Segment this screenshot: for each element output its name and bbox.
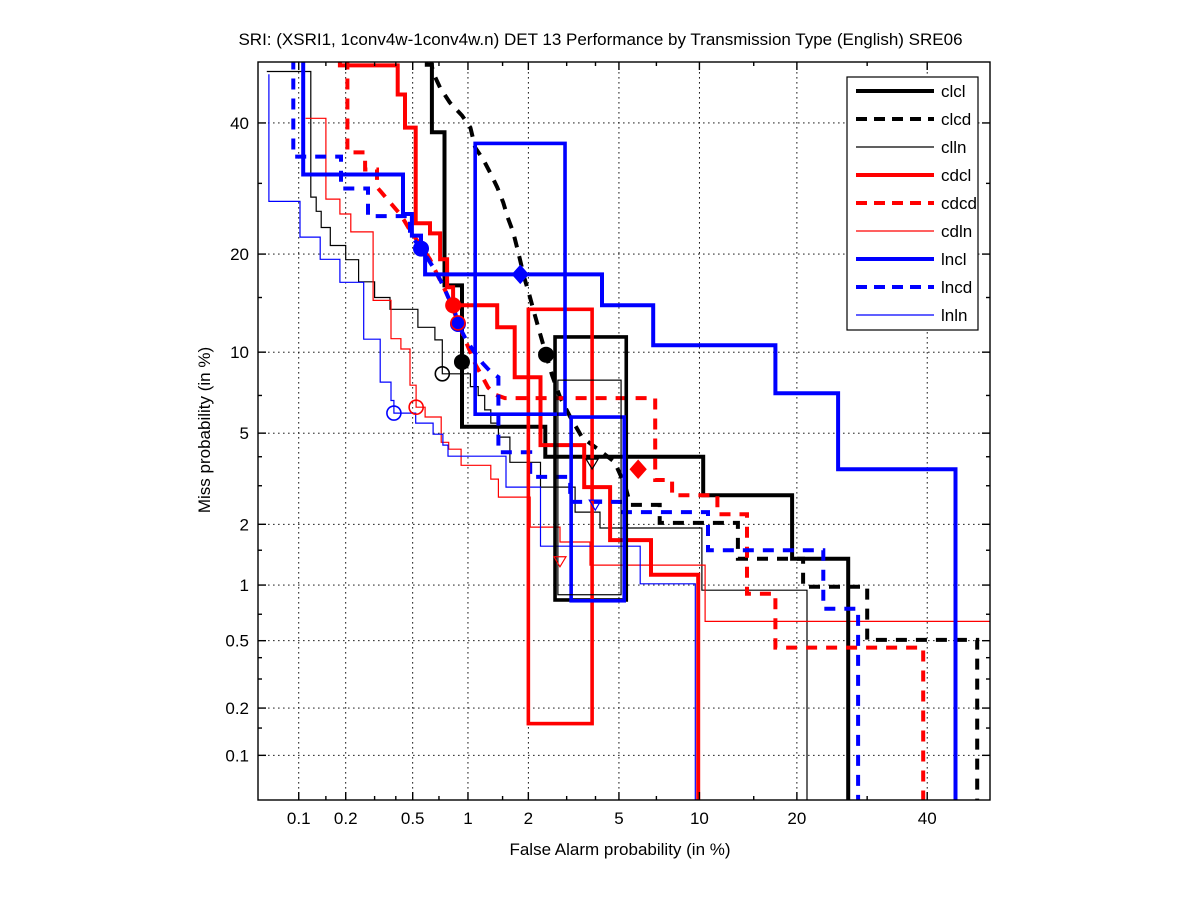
x-tick-label: 0.2 <box>334 809 358 828</box>
marker-circle-cdln <box>408 399 424 415</box>
x-tick-label: 40 <box>918 809 937 828</box>
y-tick-label: 0.5 <box>225 632 249 651</box>
legend: clcl clcd clln cdcl cdcd cdln lncl lncd lnln <box>846 76 979 331</box>
det-curve-clln <box>266 70 808 800</box>
legend-item-lncl: lncl <box>856 250 967 269</box>
chart-title: SRI: (XSRI1, 1conv4w-1conv4w.n) DET 13 P… <box>238 30 963 49</box>
cd-confidence-box <box>526 307 594 726</box>
plot-area <box>266 62 990 800</box>
y-tick-label: 1 <box>240 576 249 595</box>
x-tick-label: 10 <box>690 809 709 828</box>
legend-item-cdcd: cdcd <box>856 194 977 213</box>
det-curve-lnln <box>268 74 696 800</box>
legend-item-lnln: lnln <box>856 306 967 325</box>
legend-label-clcd: clcd <box>941 110 971 129</box>
marker-circle-cdcl <box>445 297 462 314</box>
marker-circle-clln <box>434 366 451 382</box>
y-tick-label: 5 <box>240 424 249 443</box>
marker-circle-clcd <box>538 346 555 363</box>
marker-triangle-lnln <box>588 499 603 512</box>
ln-confidence-box-2 <box>569 415 627 603</box>
y-tick-label: 0.2 <box>225 699 249 718</box>
x-axis-label: False Alarm probability (in %) <box>509 840 731 859</box>
legend-label-lncd: lncd <box>941 278 972 297</box>
y-axis-label: Miss probability (in %) <box>195 346 214 514</box>
x-tick-label: 20 <box>787 809 806 828</box>
legend-item-clcd: clcd <box>856 110 971 129</box>
legend-label-cdln: cdln <box>941 222 972 241</box>
marker-circle-lncl <box>413 240 430 257</box>
legend-item-clcl: clcl <box>856 82 966 101</box>
marker-circle-cdcd <box>450 315 466 331</box>
x-tick-label: 5 <box>614 809 623 828</box>
y-tick-label: 40 <box>230 114 249 133</box>
det-curve-clcl <box>424 62 851 800</box>
det-curve-cdcd <box>345 62 926 800</box>
thin-confidence-box <box>557 379 622 596</box>
ln-confidence-box-1 <box>473 141 567 416</box>
marker-triangle-cdln <box>552 556 568 568</box>
marker-circle-lnln <box>386 405 402 421</box>
legend-label-cdcd: cdcd <box>941 194 977 213</box>
legend-item-cdcl: cdcl <box>856 166 971 185</box>
y-tick-label: 10 <box>230 343 249 362</box>
legend-item-lncd: lncd <box>856 278 972 297</box>
x-tick-label: 0.5 <box>401 809 425 828</box>
tick-labels: 0.1 0.2 0.5 1 2 5 10 20 40 0.1 0.2 0.5 1 2 5 10 20 40 <box>225 114 936 828</box>
x-tick-label: 2 <box>524 809 533 828</box>
legend-label-lncl: lncl <box>941 250 967 269</box>
legend-label-cdcl: cdcl <box>941 166 971 185</box>
legend-label-lnln: lnln <box>941 306 967 325</box>
y-tick-label: 20 <box>230 245 249 264</box>
legend-item-cdln: cdln <box>856 222 972 241</box>
legend-label-clcl: clcl <box>941 82 966 101</box>
marker-diamond-cdcd <box>629 459 647 479</box>
legend-label-clln: clln <box>941 138 967 157</box>
marker-circle-clcl <box>453 353 470 370</box>
legend-item-clln: clln <box>856 138 967 157</box>
det-curve-cdcl <box>337 62 701 800</box>
axis-ticks <box>258 62 990 800</box>
x-tick-label: 0.1 <box>287 809 311 828</box>
y-tick-label: 0.1 <box>225 746 249 765</box>
x-tick-label: 1 <box>463 809 472 828</box>
plot-border <box>257 61 991 801</box>
marker-diamond-lncl <box>511 264 529 285</box>
marker-triangle-clln <box>585 458 600 471</box>
det-curve-lncd <box>291 62 861 800</box>
y-tick-label: 2 <box>240 515 249 534</box>
